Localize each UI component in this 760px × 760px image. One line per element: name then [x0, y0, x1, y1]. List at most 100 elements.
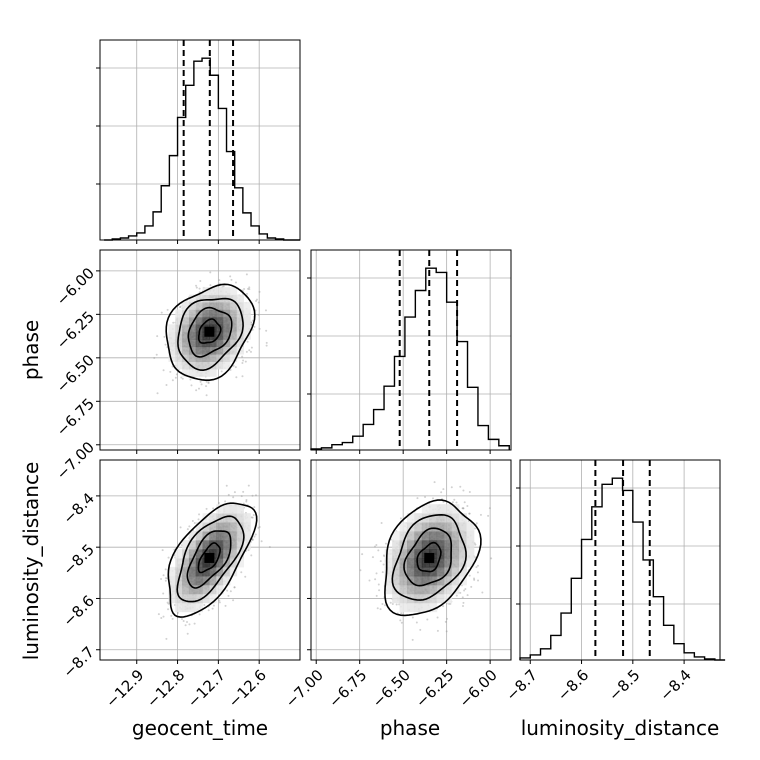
density-cell — [436, 531, 445, 541]
density-cell — [399, 584, 408, 595]
sample-point — [444, 620, 447, 623]
density-cell — [202, 593, 210, 604]
sample-point — [251, 539, 254, 542]
sample-point — [250, 346, 253, 349]
xlabel-luminosity-distance: luminosity_distance — [521, 716, 720, 740]
density-cell — [436, 593, 445, 604]
sample-point — [211, 607, 214, 610]
density-cell — [175, 354, 183, 362]
sample-point — [268, 546, 271, 549]
sample-point — [377, 549, 380, 552]
density-cell — [229, 309, 238, 318]
sample-point — [258, 290, 261, 293]
sample-point — [459, 485, 462, 488]
panel-content — [311, 460, 511, 660]
sample-point — [374, 578, 377, 581]
sample-point — [463, 501, 466, 504]
sample-point — [488, 507, 491, 510]
density-cell — [229, 302, 238, 310]
sample-point — [205, 385, 208, 388]
contour-1sigma — [186, 530, 232, 589]
sample-point — [419, 628, 422, 631]
density-cell — [209, 566, 217, 577]
density-cell — [399, 593, 408, 604]
sample-point — [171, 617, 174, 620]
density-cell — [195, 368, 204, 377]
density-cell — [458, 540, 467, 550]
density-cell — [209, 302, 217, 310]
sample-point — [233, 586, 236, 589]
density-cell — [406, 531, 415, 541]
sample-point — [167, 602, 170, 605]
sample-point — [160, 578, 163, 581]
histogram-step-geocent_time — [104, 57, 300, 241]
scatter-panel-phase-vs-luminosity_distance: −7.00−6.75−6.50−6.25−6.00 — [282, 459, 512, 711]
density-cell — [406, 548, 415, 559]
density-cell — [229, 540, 238, 550]
density-cell — [392, 540, 401, 550]
sample-point — [375, 544, 378, 547]
density-cell — [399, 548, 408, 559]
sample-point — [220, 370, 223, 373]
density-cell — [168, 346, 176, 355]
sample-point — [162, 592, 165, 595]
sample-point — [224, 604, 227, 607]
density-cell — [414, 540, 423, 550]
density-cell — [223, 557, 231, 568]
sample-point — [164, 343, 167, 346]
sample-point — [436, 616, 439, 619]
sample-point — [473, 527, 476, 530]
density-cell — [444, 584, 453, 595]
panel-frame — [310, 459, 512, 661]
sample-point — [442, 605, 445, 608]
density-cell — [223, 531, 231, 541]
density-cell — [195, 354, 204, 362]
density-cell — [223, 302, 231, 310]
density-cell — [384, 548, 393, 559]
sample-point — [193, 522, 196, 525]
density-cell — [384, 557, 393, 568]
sample-point — [232, 364, 235, 367]
sample-point — [468, 574, 471, 577]
density-cell — [229, 339, 238, 348]
x-tick-label: −12.9 — [102, 666, 147, 711]
sample-point — [383, 604, 386, 607]
density-cell — [392, 566, 401, 577]
density-cell — [243, 316, 251, 325]
sample-point — [371, 556, 374, 559]
density-cell — [429, 513, 438, 523]
y-tick-label: −6.00 — [53, 264, 98, 309]
density-cell — [436, 557, 445, 568]
density-cell — [188, 294, 197, 303]
sample-point — [218, 599, 221, 602]
density-cell — [175, 339, 183, 348]
sample-point — [257, 526, 260, 529]
density-cell — [223, 522, 231, 532]
density-cell — [209, 316, 217, 325]
density-cell — [195, 531, 204, 541]
sample-point — [254, 494, 257, 497]
sample-point — [207, 382, 210, 385]
y-tick-label: −6.50 — [53, 351, 98, 396]
sample-point — [182, 619, 185, 622]
density-cell — [188, 339, 197, 348]
sample-point — [476, 564, 479, 567]
sample-point — [244, 575, 247, 578]
sample-point — [212, 604, 215, 607]
density-cell — [236, 513, 244, 523]
density-peak — [204, 326, 215, 337]
density-cell — [216, 504, 224, 514]
density-cell — [223, 513, 231, 523]
y-tick-label: −7.00 — [53, 438, 98, 483]
sample-point — [475, 522, 478, 525]
hist-panel-geocent_time — [96, 39, 301, 244]
density-cell — [223, 504, 231, 514]
density-cell — [182, 575, 190, 586]
sample-point — [233, 491, 236, 494]
sample-point — [252, 513, 255, 516]
sample-point — [253, 506, 256, 509]
density-cell — [458, 522, 467, 532]
sample-point — [162, 615, 165, 618]
density-cell — [188, 368, 197, 377]
density-cell — [188, 309, 197, 318]
